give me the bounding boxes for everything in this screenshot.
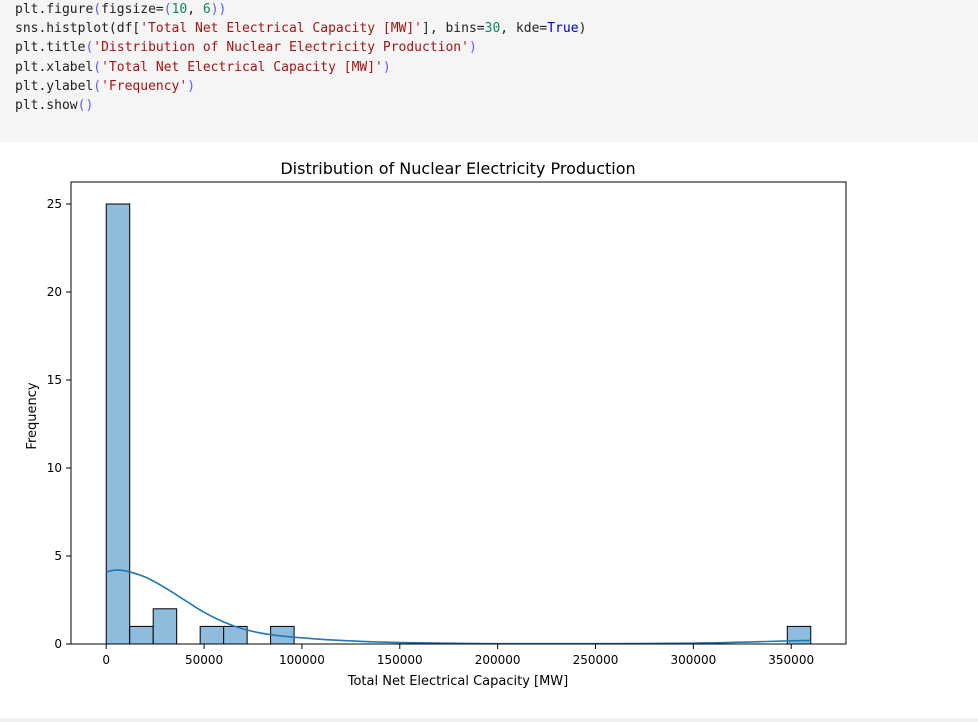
code-token: (df[: [108, 21, 141, 37]
plot-frame: [70, 181, 847, 645]
histogram-bar: [105, 203, 131, 645]
y-ticks: 0 5 10 15 20 25: [47, 197, 71, 651]
x-tick-label: 200000: [475, 653, 521, 667]
output-area: Distribution of Nuclear Electricity Prod…: [0, 142, 978, 718]
code-token: ): [578, 21, 587, 37]
x-tick-label: 50000: [185, 653, 223, 667]
x-axis-label: Total Net Electrical Capacity [MW]: [347, 674, 569, 689]
code-token: plt.title: [15, 40, 86, 56]
x-tick-label: 350000: [768, 653, 814, 667]
y-axis-label: Frequency: [25, 382, 40, 449]
code-token: True: [547, 21, 579, 37]
y-tick-label: 15: [47, 373, 62, 387]
code-token: 'Total Net Electrical Capacity [MW]': [140, 21, 422, 37]
code-token: (): [77, 97, 94, 113]
x-tick-label: 0: [102, 653, 110, 667]
code-token: 'Frequency': [101, 78, 188, 94]
code-line[interactable]: plt.show(): [15, 96, 586, 115]
code-token: plt.xlabel: [15, 59, 94, 75]
code-token: 'Distribution of Nuclear Electricity Pro…: [93, 40, 469, 56]
code-token: ): [382, 59, 391, 75]
code-token: (: [93, 2, 102, 17]
x-tick-label: 300000: [670, 653, 716, 667]
histogram-bar: [129, 625, 154, 645]
code-token: plt.figure: [15, 2, 94, 17]
code-cell[interactable]: plt.figure(figsize=(10, 6)) sns.histplot(…: [0, 0, 978, 142]
y-tick-label: 20: [47, 285, 62, 299]
histogram-bar: [199, 625, 225, 645]
code-token: 6: [202, 2, 211, 17]
code-line[interactable]: plt.figure(figsize=(10, 6)): [15, 0, 586, 19]
code-token: sns.histplot: [15, 21, 109, 37]
code-editor[interactable]: plt.figure(figsize=(10, 6)) sns.histplot(…: [15, 0, 586, 115]
code-token: ): [187, 78, 196, 94]
kde-line: [106, 569, 811, 645]
code-line[interactable]: plt.xlabel('Total Net Electrical Capacit…: [15, 58, 586, 77]
x-ticks: 0 50000 100000 150000 200000 250000 300000 3500…: [102, 644, 814, 667]
code-token: 'Total Net Electrical Capacity [MW]': [101, 59, 383, 75]
code-token: 30: [484, 21, 501, 37]
code-token: (: [163, 2, 172, 17]
kde-group: [106, 569, 811, 645]
code-token: (: [93, 78, 102, 94]
histogram-chart: Distribution of Nuclear Electricity Prod…: [25, 159, 847, 689]
cell-separator: [0, 718, 978, 722]
y-tick-label: 25: [47, 197, 62, 211]
x-tick-label: 150000: [377, 653, 423, 667]
x-tick-label: 100000: [279, 653, 325, 667]
code-token: , kde=: [500, 21, 548, 37]
y-tick-label: 10: [47, 461, 62, 475]
code-token: (: [85, 40, 94, 56]
code-token: ], bins=: [422, 21, 485, 37]
code-token: 10: [171, 2, 188, 17]
code-line[interactable]: plt.title('Distribution of Nuclear Elect…: [15, 38, 586, 57]
code-token: ,: [187, 2, 203, 17]
code-line[interactable]: plt.ylabel('Frequency'): [15, 77, 586, 96]
code-token: )): [210, 2, 227, 17]
code-token: plt.show: [15, 97, 78, 113]
code-token: (: [93, 59, 102, 75]
y-tick-label: 5: [54, 549, 62, 563]
code-line[interactable]: sns.histplot(df['Total Net Electrical Ca…: [15, 19, 586, 38]
code-token: plt.ylabel: [15, 78, 94, 94]
chart-title: Distribution of Nuclear Electricity Prod…: [280, 159, 635, 178]
code-token: ): [468, 40, 477, 56]
code-token: figsize=: [101, 2, 164, 17]
bars-group: [105, 203, 812, 645]
y-tick-label: 0: [54, 637, 62, 651]
x-tick-label: 250000: [573, 653, 619, 667]
histogram-bar: [152, 608, 178, 645]
